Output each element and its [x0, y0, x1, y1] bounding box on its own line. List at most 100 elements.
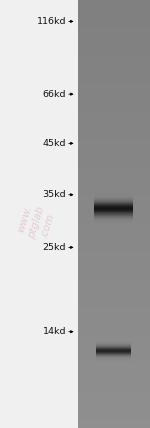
Bar [78, 70, 150, 71]
Bar [78, 31, 150, 33]
Bar [78, 170, 150, 171]
Bar [78, 141, 150, 143]
Bar [94, 215, 133, 216]
Bar [78, 137, 150, 138]
Bar [78, 86, 150, 87]
Bar [78, 279, 150, 281]
Bar [78, 342, 150, 344]
Bar [78, 211, 150, 213]
Bar [78, 133, 150, 134]
Bar [78, 416, 150, 418]
Bar [78, 294, 150, 295]
Bar [78, 37, 150, 39]
Bar [78, 97, 150, 98]
Bar [78, 414, 150, 415]
Bar [78, 183, 150, 184]
Bar [78, 228, 150, 230]
Bar [78, 60, 150, 61]
Bar [78, 226, 150, 227]
Bar [78, 63, 150, 64]
Bar [78, 292, 150, 294]
Bar [78, 287, 150, 288]
Bar [78, 205, 150, 207]
Bar [78, 130, 150, 131]
Bar [78, 64, 150, 65]
Bar [78, 125, 150, 127]
Bar [94, 221, 133, 222]
Bar [78, 50, 150, 51]
Bar [78, 404, 150, 405]
Bar [78, 375, 150, 377]
Bar [78, 20, 150, 21]
Bar [78, 178, 150, 180]
Bar [78, 424, 150, 425]
Bar [94, 204, 133, 205]
Bar [78, 285, 150, 287]
Bar [94, 222, 133, 223]
Bar [94, 208, 133, 209]
Bar [78, 232, 150, 234]
Bar [78, 51, 150, 53]
Bar [78, 184, 150, 185]
Bar [78, 407, 150, 408]
Bar [78, 140, 150, 141]
Bar [78, 33, 150, 34]
Bar [78, 220, 150, 221]
Bar [78, 234, 150, 235]
Bar [78, 322, 150, 324]
Bar [78, 227, 150, 228]
Bar [78, 245, 150, 247]
Bar [78, 138, 150, 140]
Bar [78, 305, 150, 307]
Bar [78, 391, 150, 392]
Bar [78, 265, 150, 267]
Bar [78, 39, 150, 40]
Bar [78, 77, 150, 78]
Bar [78, 277, 150, 278]
Bar [78, 30, 150, 31]
Bar [94, 200, 133, 201]
Bar [94, 207, 133, 208]
Bar [78, 419, 150, 421]
Bar [78, 90, 150, 91]
Bar [78, 187, 150, 188]
Bar [78, 80, 150, 81]
Bar [78, 197, 150, 198]
Bar [94, 199, 133, 200]
Bar [94, 209, 133, 210]
Bar [78, 17, 150, 18]
Bar [78, 368, 150, 369]
Bar [78, 384, 150, 385]
Bar [78, 218, 150, 220]
Bar [78, 412, 150, 414]
Bar [78, 16, 150, 17]
Bar [78, 264, 150, 265]
Bar [78, 123, 150, 124]
Bar [78, 382, 150, 384]
Bar [78, 14, 150, 16]
Bar [78, 166, 150, 167]
Bar [78, 146, 150, 147]
Bar [78, 73, 150, 74]
Bar [78, 235, 150, 237]
Bar [78, 394, 150, 395]
Bar [78, 191, 150, 193]
Bar [78, 360, 150, 361]
Bar [78, 378, 150, 380]
Bar [94, 213, 133, 214]
Bar [78, 120, 150, 121]
Bar [78, 270, 150, 271]
Bar [78, 149, 150, 150]
Bar [78, 100, 150, 101]
Bar [94, 217, 133, 218]
Bar [78, 254, 150, 256]
Text: 45kd: 45kd [42, 139, 66, 148]
Bar [78, 372, 150, 374]
Text: 25kd: 25kd [42, 243, 66, 252]
Bar [78, 291, 150, 292]
Bar [78, 221, 150, 223]
Bar [78, 56, 150, 57]
Bar [78, 314, 150, 315]
Bar [78, 244, 150, 245]
Bar [78, 95, 150, 97]
